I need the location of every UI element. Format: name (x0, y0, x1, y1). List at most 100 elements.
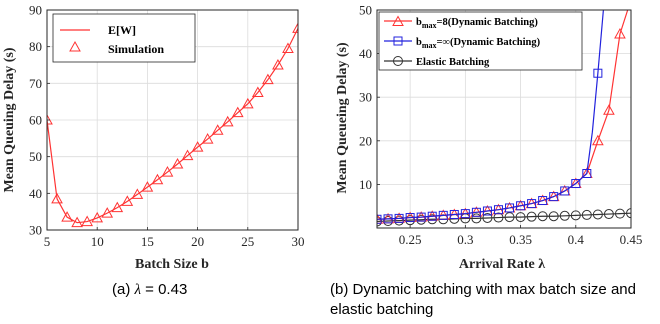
data-point-bmaxinf (471, 207, 481, 217)
data-point-elastic (603, 209, 614, 220)
legend-bmax8-sub: max (422, 21, 437, 30)
data-point-simulation (251, 86, 264, 97)
data-point-elastic (537, 211, 548, 222)
ylabel-b: Mean Queueing Delay (s) (335, 42, 350, 194)
figure: 5 10 15 20 25 30 30 40 50 60 70 80 90 Batch Size b M… (2, 3, 642, 273)
data-point-bmaxinf (516, 201, 526, 211)
data-point-bmaxinf (394, 213, 404, 223)
data-point-elastic (614, 208, 625, 219)
caption-a-symbol: λ (134, 282, 142, 298)
data-point-bmaxinf (571, 179, 581, 189)
data-point-bmax8 (603, 104, 615, 115)
data-point-simulation (81, 215, 94, 227)
legend-label-elastic: Elastic Batching (416, 57, 490, 68)
tick-label-x: 0.35 (509, 232, 532, 247)
data-point-simulation (131, 188, 144, 199)
data-point-simulation (262, 73, 274, 85)
legend-box-b (378, 11, 583, 71)
tick-label-y: 70 (29, 76, 42, 91)
legend-box-a (52, 13, 196, 63)
caption-a: (a) λ = 0.43 (112, 280, 312, 300)
tick-label-x: 25 (241, 234, 254, 249)
data-point-simulation (71, 216, 83, 228)
legend-b: bmax=8(Dynamic Batching) bmax=∞(Dynamic … (378, 11, 583, 71)
legend-marker-bmaxinf (393, 36, 403, 46)
data-point-bmaxinf (505, 203, 515, 213)
plot-area-a (47, 22, 298, 228)
data-point-bmax8 (592, 134, 604, 146)
tick-label-y: 90 (29, 3, 42, 18)
xlabel-a: Batch Size b (135, 257, 209, 272)
data-point-elastic (471, 213, 482, 224)
data-point-simulation (121, 195, 134, 206)
legend-bmaxinf-tail: =∞(Dynamic Batching) (437, 37, 541, 48)
data-point-simulation (47, 113, 53, 125)
caption-a-suffix: = 0.43 (141, 281, 188, 298)
tick-label-y: 30 (29, 223, 42, 238)
data-point-bmaxinf (560, 186, 570, 196)
data-point-simulation (101, 207, 114, 218)
legend-marker-bmax8 (392, 15, 404, 26)
data-point-simulation (141, 181, 154, 192)
ylabel-a: Mean Queuing Delay (s) (2, 47, 17, 192)
legend-bmax8-tail: =8(Dynamic Batching) (437, 17, 539, 28)
data-point-simulation (211, 124, 224, 135)
data-point-bmaxinf (582, 169, 592, 178)
data-point-bmaxinf (416, 212, 426, 222)
xlabel-b: Arrival Rate λ (459, 257, 545, 272)
legend-marker-simulation (69, 40, 81, 52)
tick-label-x: 0.3 (457, 232, 473, 247)
data-point-bmaxinf (538, 196, 548, 206)
caption-b: (b) Dynamic batching with max batch size… (330, 281, 636, 318)
data-point-elastic (482, 212, 493, 223)
data-point-elastic (493, 212, 504, 223)
data-point-elastic (626, 208, 631, 219)
tick-label-y: 10 (359, 177, 372, 192)
ticks-b: 0.25 0.3 0.35 0.4 0.45 10 20 30 40 50 (359, 3, 642, 248)
tick-label-y: 40 (359, 46, 372, 61)
legend-marker-elastic (393, 56, 403, 66)
data-point-simulation (231, 106, 244, 118)
tick-label-x: 30 (292, 234, 305, 249)
data-point-bmaxinf (549, 192, 559, 202)
data-point-bmaxinf (427, 211, 437, 221)
chart-panel-b: 0.25 0.3 0.35 0.4 0.45 10 20 30 40 50 Arrival Rat… (335, 3, 642, 273)
tick-label-x: 0.45 (620, 232, 643, 247)
data-point-simulation (221, 115, 234, 127)
caption-a-prefix: (a) (112, 281, 135, 298)
data-point-bmax8 (614, 27, 626, 39)
data-point-simulation (282, 42, 294, 53)
data-point-bmaxinf (377, 214, 382, 224)
ticks-a: 5 10 15 20 25 30 30 40 50 60 70 80 90 (29, 3, 305, 250)
data-point-elastic (559, 210, 570, 221)
data-point-simulation (201, 133, 214, 144)
data-point-simulation (161, 166, 174, 177)
chart-panel-a: 5 10 15 20 25 30 30 40 50 60 70 80 90 Batch Size b M… (2, 3, 305, 273)
tick-label-y: 50 (29, 149, 42, 164)
data-point-simulation (51, 192, 63, 204)
data-point-bmaxinf (449, 209, 459, 219)
data-point-simulation (61, 211, 73, 222)
data-point-simulation (272, 58, 284, 70)
data-point-bmaxinf (482, 206, 492, 216)
data-point-elastic (515, 212, 526, 223)
tick-label-y: 80 (29, 39, 42, 54)
tick-label-x: 0.4 (568, 232, 585, 247)
data-point-simulation (111, 201, 124, 213)
data-point-elastic (592, 209, 603, 220)
legend-bmaxinf-main: b (416, 37, 422, 48)
tick-label-x: 0.25 (399, 232, 422, 247)
data-point-bmaxinf (527, 199, 537, 209)
plot-area-b (377, 10, 631, 227)
data-point-bmaxinf (383, 214, 393, 224)
tick-label-y: 50 (359, 3, 372, 18)
data-point-elastic (581, 209, 592, 220)
axes-frame-b (376, 9, 632, 229)
tick-label-y: 40 (29, 186, 42, 201)
legend-label-bmaxinf: bmax=∞(Dynamic Batching) (416, 37, 541, 50)
legend-a: E[W] Simulation (52, 13, 196, 63)
legend-label-ew: E[W] (108, 23, 136, 37)
data-point-simulation (91, 211, 104, 223)
data-point-bmaxinf (405, 213, 415, 223)
tick-label-y: 60 (29, 113, 42, 128)
